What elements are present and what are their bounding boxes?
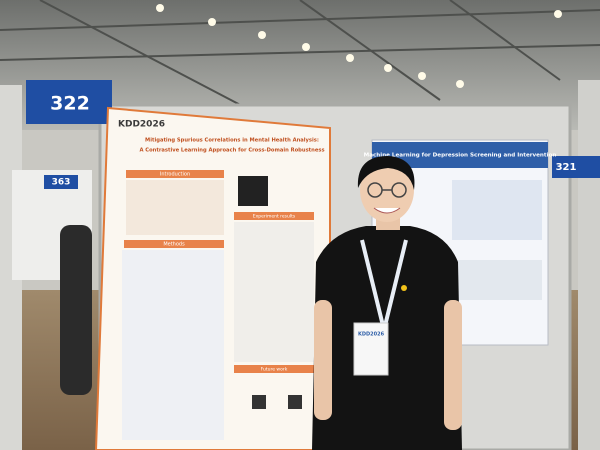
section-title: Future work <box>261 367 288 373</box>
poster-title: Mitigating Spurious Correlations in Ment… <box>145 138 319 144</box>
booth-sign <box>44 175 78 189</box>
poster-logo: KDD2026 <box>118 120 165 130</box>
shirt-logo <box>401 285 407 291</box>
poster-title: A Contrastive Learning Approach for Cros… <box>139 148 324 154</box>
qr-code <box>288 395 302 409</box>
section-title: Methods <box>163 242 185 248</box>
person-arm <box>444 300 462 430</box>
text-block <box>126 180 224 235</box>
section-title: Introduction <box>160 172 190 178</box>
x-logo <box>238 176 268 206</box>
booth-number: 321 <box>556 162 577 173</box>
badge-logo: KDD2026 <box>358 332 385 338</box>
person-smile <box>373 207 401 214</box>
badge <box>353 322 389 376</box>
section-header <box>126 170 224 178</box>
booth-number: 363 <box>52 178 71 188</box>
person-hair <box>357 156 415 190</box>
section-header <box>124 240 224 248</box>
booth-sign <box>552 156 600 178</box>
person-arm <box>314 300 332 420</box>
poster-title: Machine Learning for Depression Screenin… <box>364 153 557 159</box>
board-pole <box>578 80 600 450</box>
section-header <box>234 365 314 373</box>
ceiling-lights <box>156 4 562 88</box>
background-person <box>60 225 92 395</box>
results-table <box>234 222 314 362</box>
booth-sign <box>26 80 112 124</box>
person-glasses <box>367 182 407 198</box>
poster-figure <box>452 180 542 240</box>
section-header <box>234 212 314 220</box>
section-title: Experiment results <box>253 214 296 220</box>
method-figure <box>122 250 224 440</box>
ceiling-trusses <box>0 0 600 111</box>
poster-figure <box>452 260 542 300</box>
qr-code <box>252 395 266 409</box>
booth-number: 322 <box>50 93 90 115</box>
